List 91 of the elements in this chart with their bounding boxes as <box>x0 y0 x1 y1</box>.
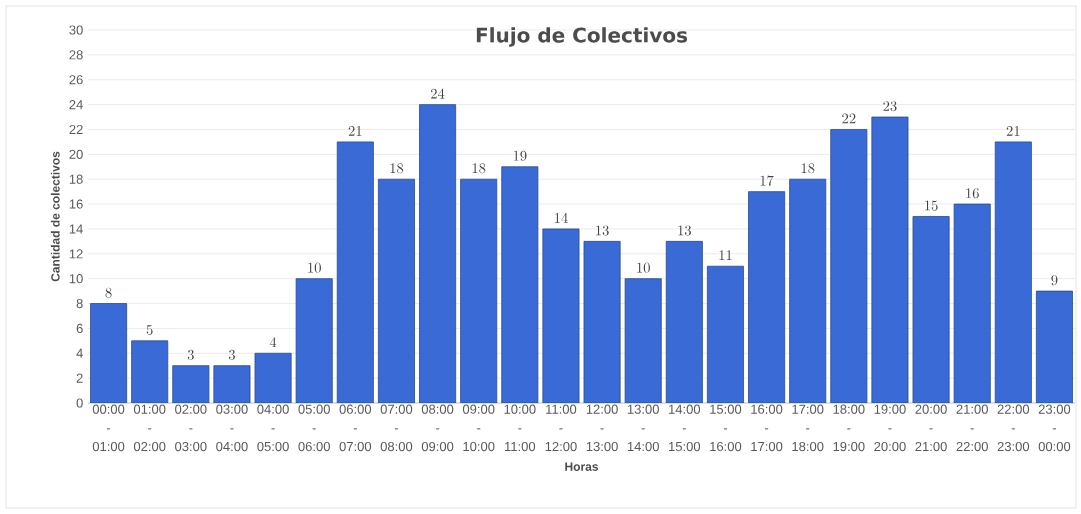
x-tick-label: 02:00 - 03:00 <box>175 404 207 452</box>
bar <box>501 166 539 403</box>
x-tick-label: 07:00 - 08:00 <box>380 404 413 452</box>
bar <box>295 278 333 403</box>
x-tick-label: 12:00 - 13:00 <box>586 404 618 452</box>
x-tick-label: 15:00 - 16:00 <box>710 404 742 452</box>
y-tick-label: 18 <box>69 174 83 184</box>
y-tick-label: 16 <box>69 199 83 209</box>
y-tick-label: 22 <box>69 124 83 134</box>
chart-title: Flujo de Colectivos <box>476 27 688 47</box>
bar <box>460 178 498 403</box>
data-label: 3 <box>187 349 194 360</box>
data-label: 21 <box>1006 126 1020 136</box>
data-label: 3 <box>228 349 235 360</box>
data-label: 9 <box>1051 275 1058 286</box>
y-tick-label: 26 <box>69 75 83 85</box>
bar <box>830 129 868 403</box>
x-tick-label: 06:00 - 07:00 <box>339 404 372 452</box>
x-tick-label: 04:00 - 05:00 <box>257 404 289 452</box>
bar <box>994 141 1032 403</box>
data-label: 18 <box>472 163 486 174</box>
bar <box>131 340 169 403</box>
bar <box>90 303 128 403</box>
x-tick-label: 23:00 - 00:00 <box>1038 404 1071 452</box>
y-tick-label: 8 <box>76 298 83 309</box>
bar <box>213 365 251 403</box>
y-tick-label: 10 <box>69 274 83 284</box>
data-label: 15 <box>925 200 938 211</box>
bar <box>583 240 621 403</box>
x-tick-label: 16:00 - 17:00 <box>751 404 783 452</box>
data-label: 13 <box>678 225 691 236</box>
data-label: 16 <box>966 188 979 199</box>
x-tick-label: 01:00 - 02:00 <box>133 404 166 452</box>
y-tick-label: 20 <box>69 149 83 159</box>
y-tick-label: 6 <box>76 323 83 333</box>
data-label: 21 <box>348 126 362 136</box>
x-tick-label: 10:00 - 11:00 <box>504 404 536 452</box>
y-tick-label: 0 <box>76 398 83 408</box>
x-tick-label: 20:00 - 21:00 <box>915 404 947 452</box>
bar <box>254 352 292 403</box>
data-label: 17 <box>760 175 774 186</box>
x-tick-label: 18:00 - 19:00 <box>833 404 865 452</box>
y-tick-label: 14 <box>69 224 83 234</box>
bar <box>1035 290 1073 403</box>
y-tick-label: 2 <box>76 373 83 383</box>
x-tick-label: 05:00 - 06:00 <box>298 404 330 452</box>
x-tick-label: 00:00 - 01:00 <box>92 404 125 452</box>
y-tick-label: 12 <box>69 249 83 259</box>
x-tick-label: 13:00 - 14:00 <box>627 404 659 452</box>
data-label: 8 <box>105 287 112 298</box>
data-label: 10 <box>308 262 321 273</box>
bar <box>953 203 991 403</box>
data-label: 24 <box>431 88 445 99</box>
data-label: 19 <box>513 150 527 161</box>
y-tick-label: 30 <box>69 25 83 35</box>
data-label: 22 <box>842 113 856 124</box>
bar <box>789 178 827 403</box>
y-tick-label: 28 <box>69 50 83 60</box>
y-tick-label: 24 <box>69 100 83 110</box>
x-tick-label: 09:00 - 10:00 <box>462 404 495 452</box>
bar <box>912 216 950 403</box>
x-tick-label: 11:00 - 12:00 <box>545 404 577 452</box>
data-label: 11 <box>719 250 732 261</box>
x-tick-label: 19:00 - 20:00 <box>874 404 906 452</box>
bar <box>871 116 909 403</box>
data-label: 23 <box>883 101 897 112</box>
x-tick-label: 14:00 - 15:00 <box>669 404 701 452</box>
bar <box>665 240 703 403</box>
x-tick-label: 08:00 - 09:00 <box>421 404 454 452</box>
bar <box>542 228 580 403</box>
y-axis-title: Cantidad de colectivos <box>50 151 60 282</box>
x-tick-label: 17:00 - 18:00 <box>792 404 824 452</box>
x-tick-label: 03:00 - 04:00 <box>216 404 248 452</box>
bar <box>336 141 374 403</box>
data-label: 13 <box>596 225 609 236</box>
data-label: 18 <box>390 163 404 174</box>
data-label: 5 <box>146 324 153 335</box>
bar <box>377 178 415 403</box>
bar <box>172 365 210 403</box>
x-axis-title: Horas <box>565 462 599 471</box>
data-label: 18 <box>801 163 815 174</box>
bar <box>419 104 457 403</box>
bar <box>748 191 786 403</box>
data-label: 14 <box>554 212 568 223</box>
bar <box>624 278 662 403</box>
y-tick-label: 4 <box>76 348 83 358</box>
data-label: 10 <box>637 262 650 273</box>
bar <box>706 265 744 403</box>
data-label: 4 <box>269 337 277 348</box>
x-tick-label: 21:00 - 22:00 <box>956 404 988 452</box>
x-tick-label: 22:00 - 23:00 <box>997 404 1030 452</box>
